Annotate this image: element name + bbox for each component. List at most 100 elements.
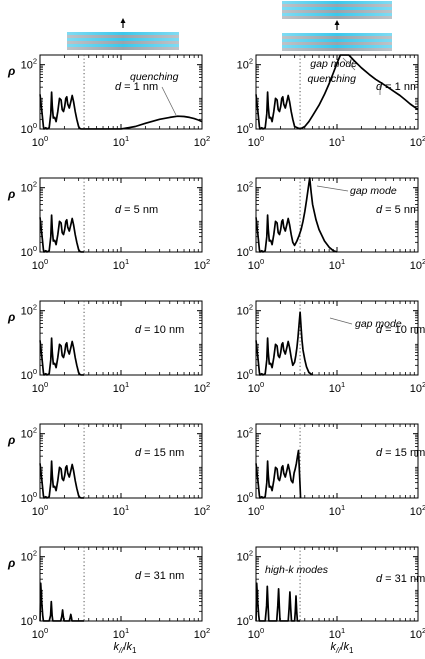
y-axis-label: ρ [7,433,15,447]
tick-base: 10 [21,124,33,136]
tick-exponent: 2 [206,380,210,389]
tick-base: 10 [237,552,249,564]
annotation-label: gap mode [310,58,357,70]
tick-exponent: 2 [33,57,37,66]
x-tick-label: 100 [248,134,264,149]
x-tick-label: 101 [329,626,345,641]
y-tick-label: 102 [21,303,37,318]
y-tick-label: 102 [237,303,253,318]
x-tick-label: 100 [248,626,264,641]
tick-exponent: 2 [422,626,425,635]
slab-shading [282,1,392,19]
plot-frame [255,423,419,499]
y-axis-label: ρ [7,64,15,78]
tick-base: 10 [21,493,33,505]
tick-base: 10 [248,260,260,272]
x-tick-label: 100 [32,503,48,518]
x-tick-label: 102 [410,257,425,272]
y-tick-label: 102 [21,180,37,195]
tick-base: 10 [21,247,33,259]
tick-exponent: 0 [33,490,37,499]
tick-base: 10 [237,306,249,318]
tick-base: 10 [237,124,249,136]
tick-exponent: 0 [249,613,253,622]
y-tick-label: 100 [237,490,253,505]
thickness-value: 5 [134,204,140,216]
tick-exponent: 2 [206,257,210,266]
y-tick-label: 100 [237,613,253,628]
tick-base: 10 [237,60,249,72]
x-axis-label-left: k///k1 [114,641,138,655]
thickness-value: 1 [134,81,140,93]
multilayer-insets [67,1,392,51]
tick-exponent: 2 [206,626,210,635]
tick-base: 10 [32,260,44,272]
y-tick-label: 102 [237,180,253,195]
y-tick-label: 100 [21,613,37,628]
tick-exponent: 2 [206,503,210,512]
tick-exponent: 2 [249,303,253,312]
x-tick-label: 100 [248,380,264,395]
x-axis-label-right: k///k1 [331,641,355,655]
dipole-arrow-icon [120,18,126,28]
tick-exponent: 2 [422,380,425,389]
tick-exponent: 1 [341,626,345,635]
thickness-label: d = 10 nm [376,324,425,336]
tick-exponent: 1 [125,503,129,512]
plot-frame [39,300,203,376]
tick-exponent: 1 [341,134,345,143]
x-tick-label: 101 [329,134,345,149]
thickness-label: d = 15 nm [376,447,425,459]
tick-exponent: 0 [44,257,48,266]
x-tick-label: 100 [32,257,48,272]
tick-exponent: 0 [33,121,37,130]
y-tick-label: 102 [237,549,253,564]
tick-exponent: 0 [44,503,48,512]
plot-frame [255,300,419,376]
x-tick-label: 100 [32,626,48,641]
x-tick-label: 101 [113,380,129,395]
x-tick-label: 102 [194,503,210,518]
tick-base: 10 [410,629,422,641]
tick-exponent: 0 [260,503,264,512]
density-curve [40,461,84,498]
tick-exponent: 1 [125,134,129,143]
tick-exponent: 2 [422,503,425,512]
tick-exponent: 1 [341,380,345,389]
thickness-value: 31 [395,573,407,585]
tick-base: 10 [194,137,206,149]
tick-exponent: 0 [260,257,264,266]
tick-exponent: 0 [44,134,48,143]
tick-base: 10 [194,260,206,272]
tick-base: 10 [248,383,260,395]
x-tick-label: 102 [410,626,425,641]
x-tick-label: 100 [32,380,48,395]
tick-base: 10 [329,629,341,641]
tick-base: 10 [329,137,341,149]
tick-base: 10 [32,629,44,641]
multilayer-slab [67,32,179,50]
tick-exponent: 1 [125,257,129,266]
thickness-value: 31 [154,570,166,582]
y-tick-label: 100 [237,244,253,259]
density-curve [256,178,337,252]
tick-base: 10 [21,306,33,318]
thickness-value: 5 [395,204,401,216]
dipole-arrow-icon [334,20,340,30]
tick-exponent: 2 [249,426,253,435]
y-tick-label: 100 [237,367,253,382]
tick-base: 10 [113,506,125,518]
thickness-value: 1 [395,81,401,93]
tick-exponent: 0 [249,121,253,130]
annotation-label: gap mode [355,318,402,330]
tick-base: 10 [237,247,249,259]
x-tick-label: 101 [113,626,129,641]
annotation-label: quenching [308,73,357,85]
tick-base: 10 [329,383,341,395]
tick-exponent: 2 [33,549,37,558]
x-tick-label: 101 [113,134,129,149]
